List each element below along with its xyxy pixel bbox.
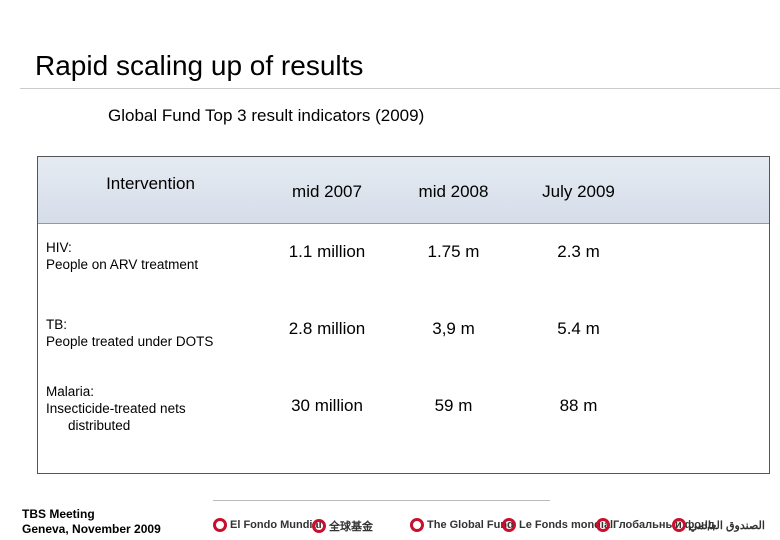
- row-label: TB:: [46, 317, 68, 332]
- value-cell: 30 million: [291, 396, 363, 415]
- subtitle: Global Fund Top 3 result indicators (200…: [108, 106, 425, 125]
- value-cell: 1.75 m: [427, 242, 480, 261]
- value-cell: 3,9 m: [432, 319, 475, 338]
- logo-text: الصندوق العالمي: [689, 519, 765, 532]
- logo-icon: [672, 518, 686, 532]
- logo-text: El Fondo Mundial: [230, 519, 322, 531]
- partner-logo: El Fondo Mundial: [213, 518, 322, 532]
- logo-text: Le Fonds mondial: [519, 519, 614, 531]
- value-cell: 2.3 m: [557, 242, 600, 261]
- logo-icon: [502, 518, 516, 532]
- header-cell: July 2009: [542, 182, 615, 201]
- row-label: Malaria:: [46, 383, 95, 399]
- logo-icon: [213, 518, 227, 532]
- value-cell: 1.1 million: [288, 242, 366, 261]
- value-cell: 2.8 million: [288, 319, 366, 338]
- header-cell: Intervention: [106, 174, 195, 193]
- row-label: People on ARV treatment: [46, 257, 199, 272]
- row-label: People treated under DOTS: [46, 334, 214, 349]
- logo-icon: [410, 518, 424, 532]
- value-cell: 88 m: [559, 396, 598, 415]
- footer-line: TBS Meeting: [22, 507, 95, 521]
- row-label: Insecticide-treated nets: [46, 400, 186, 416]
- header-cell: mid 2007: [292, 182, 362, 201]
- partner-logo: الصندوق العالمي: [672, 518, 765, 532]
- footer-rule: [213, 500, 550, 501]
- logo-text: 全球基金: [329, 521, 373, 533]
- row-label: HIV:: [46, 240, 72, 255]
- title-rule: [20, 88, 780, 89]
- results-table: Intervention mid 2007 mid 2008 July 2009 HIV…: [37, 156, 770, 474]
- partner-logo: Le Fonds mondial: [502, 518, 613, 532]
- partner-logo: 全球基金: [312, 518, 373, 534]
- partner-logo: Глобальный фонд: [596, 518, 715, 532]
- logo-text: Глобальный фонд: [613, 519, 715, 531]
- partner-logo: The Global Fund: [410, 518, 514, 532]
- row-label: distributed: [68, 417, 131, 433]
- footer: TBS Meeting Geneva, November 2009: [22, 507, 161, 537]
- logo-icon: [312, 519, 326, 533]
- value-cell: 59 m: [434, 396, 473, 415]
- slide-title: Rapid scaling up of results: [35, 50, 364, 81]
- value-cell: 5.4 m: [557, 319, 600, 338]
- footer-line: Geneva, November 2009: [22, 522, 161, 536]
- logo-icon: [596, 518, 610, 532]
- header-cell: mid 2008: [418, 182, 489, 201]
- header-row: [38, 157, 769, 224]
- logo-text: The Global Fund: [427, 519, 514, 531]
